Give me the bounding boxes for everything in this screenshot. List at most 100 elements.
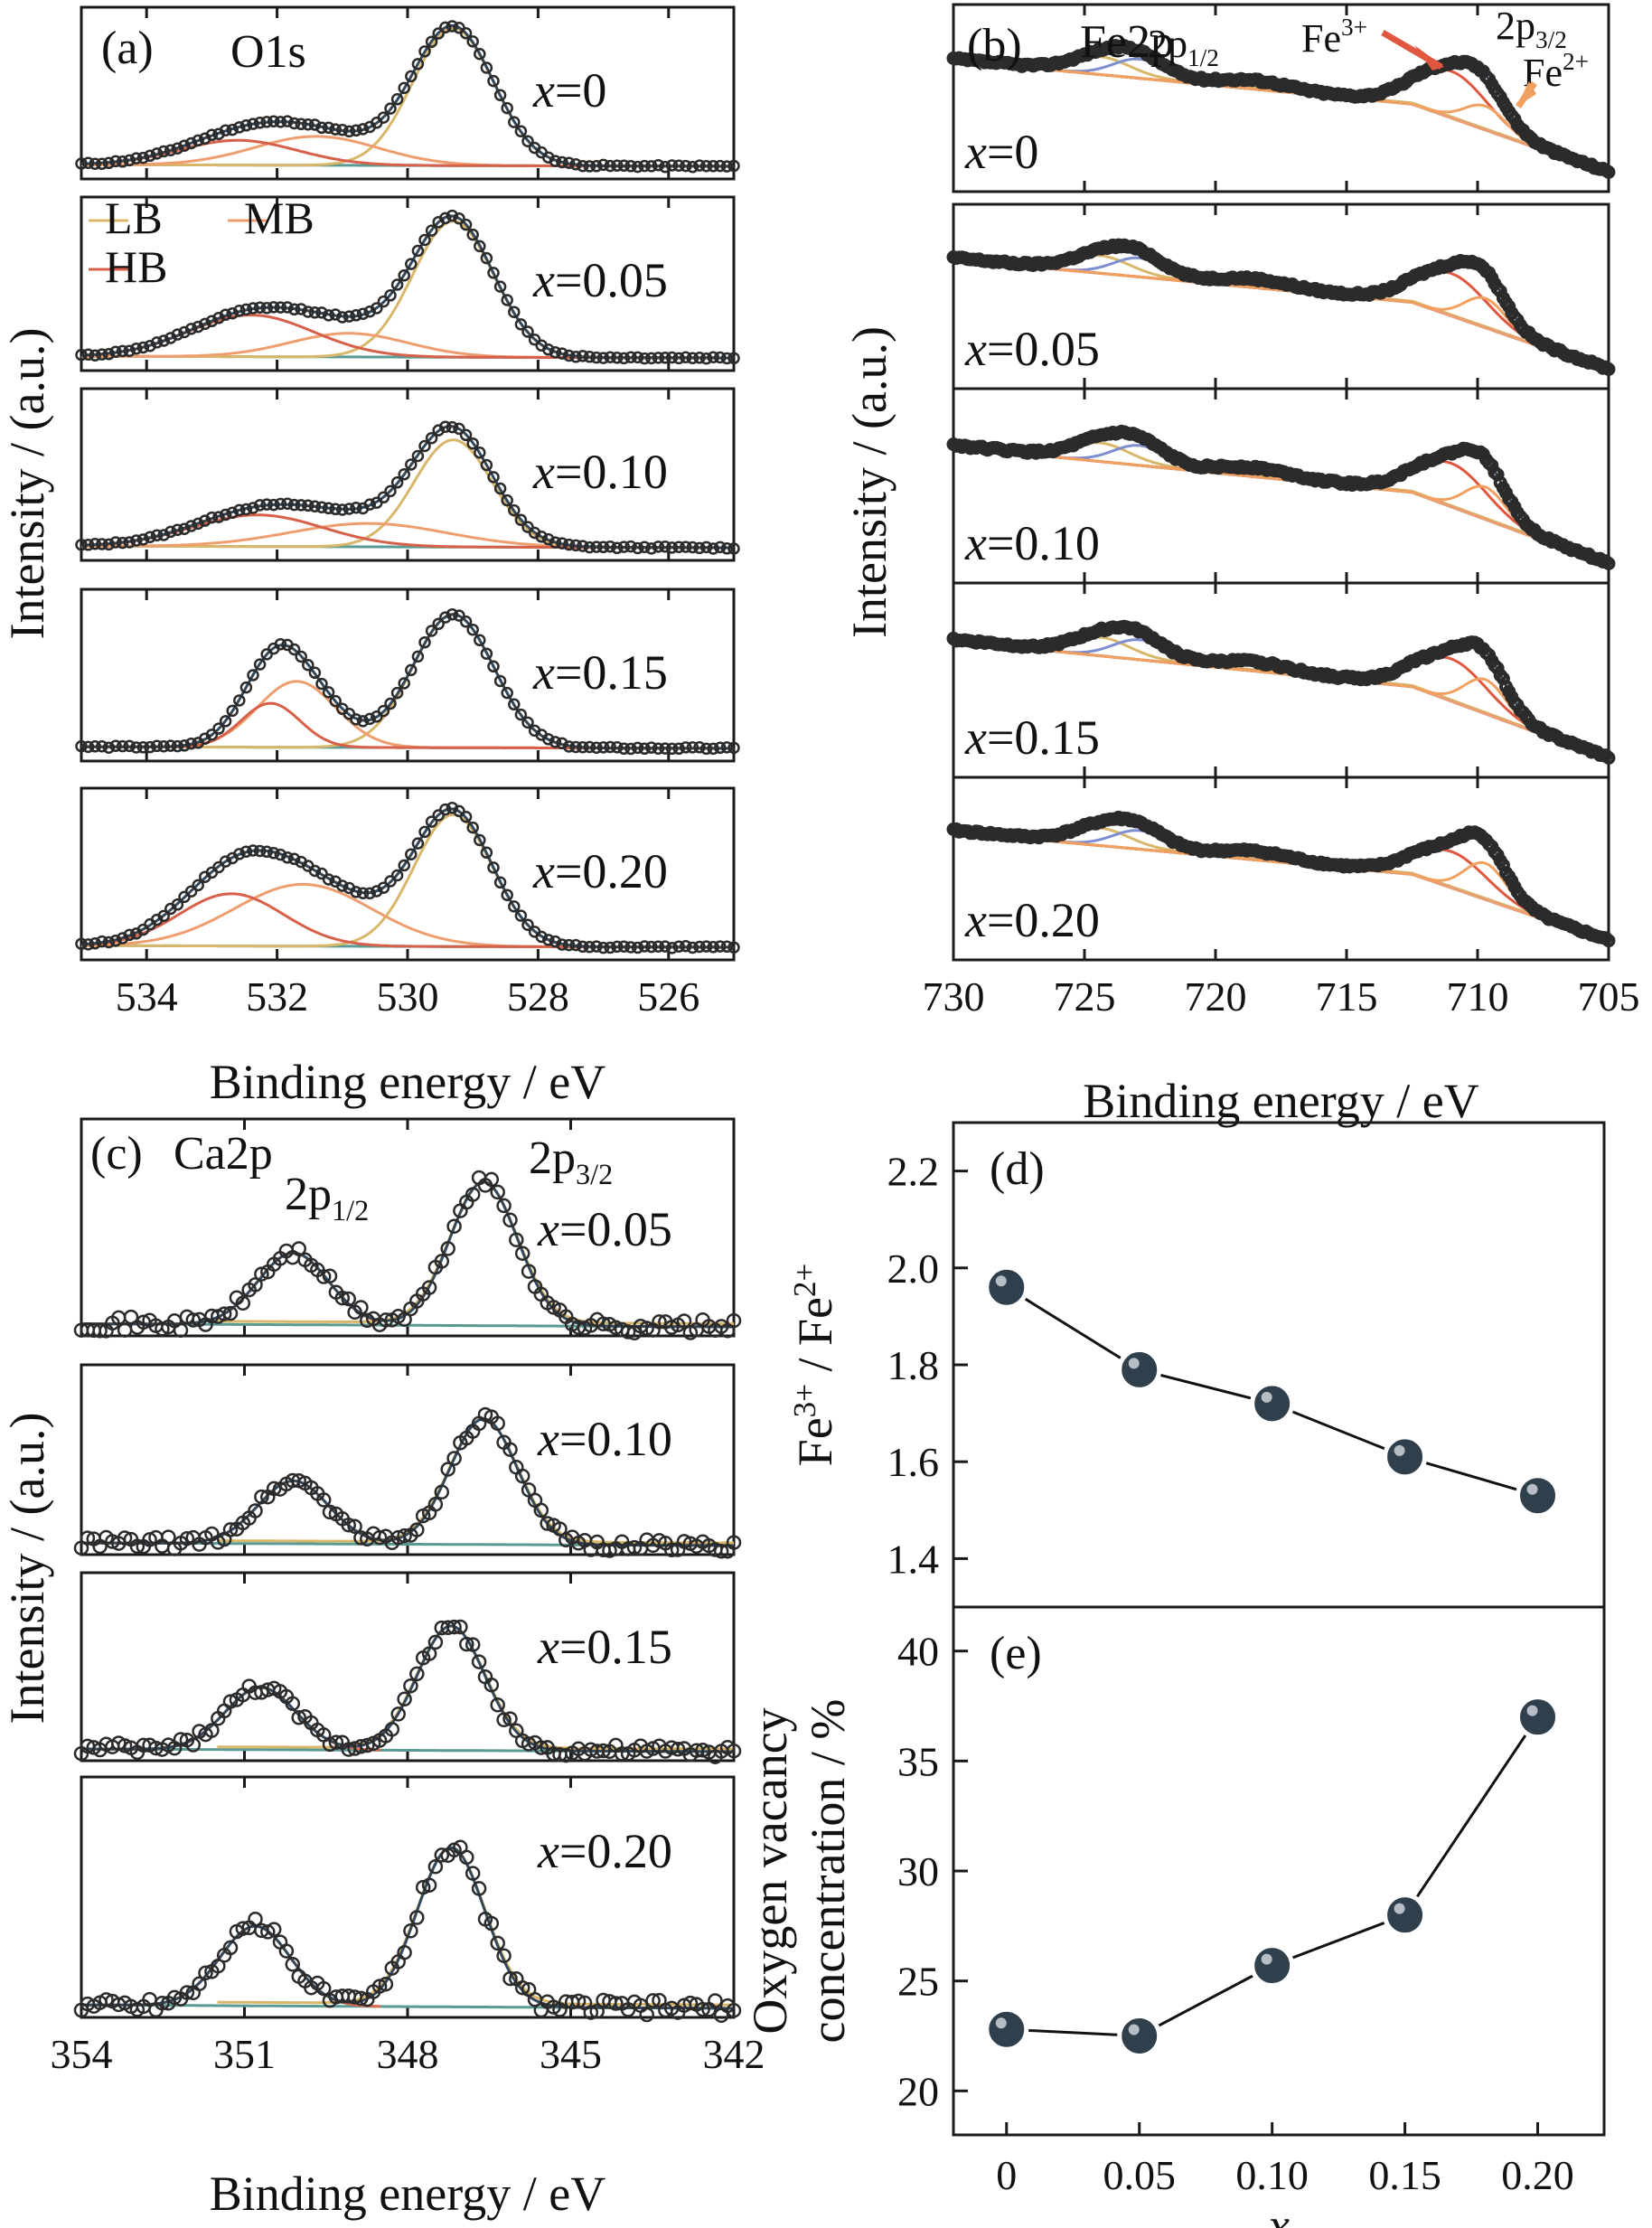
data-point: [353, 1300, 369, 1315]
data-point: [542, 934, 555, 946]
data-point: [308, 306, 322, 319]
data-point: [75, 157, 88, 170]
data-point: [427, 1634, 444, 1650]
data-point: [266, 1922, 282, 1937]
data-point: [150, 147, 164, 160]
data-point: [109, 536, 122, 549]
data-point: [123, 536, 136, 549]
composition-label: x=0.15: [964, 710, 1100, 765]
data-point: [222, 1940, 239, 1956]
composition-variable: x: [532, 645, 555, 700]
data-point: [590, 940, 603, 953]
data-point: [363, 498, 376, 511]
data-point: [617, 940, 631, 953]
data-point: [226, 306, 239, 320]
data-markers: [73, 1839, 742, 2024]
data-point: [626, 1539, 643, 1556]
data-point: [287, 852, 301, 866]
data-point: [638, 940, 651, 953]
data-point: [471, 1654, 487, 1669]
data-point: [360, 1737, 375, 1753]
data-point: [556, 347, 568, 360]
data-point: [123, 154, 136, 167]
composition-value: =0.20: [555, 844, 668, 898]
data-point: [192, 517, 204, 531]
label-subscript: 1/2: [1187, 44, 1219, 71]
data-point: [233, 305, 246, 317]
data-point: [75, 739, 88, 753]
data-point: [150, 529, 164, 541]
data-point: [434, 1254, 450, 1269]
data-point: [699, 541, 713, 554]
data-point: [631, 160, 644, 174]
data-point: [384, 484, 397, 498]
data-point: [136, 741, 150, 754]
data-point: [466, 437, 479, 450]
y-axis-title-line-2: concentration / %: [801, 1699, 855, 2044]
annotation-2p32: 2p3/2: [529, 1133, 613, 1190]
data-markers: [984, 1264, 1561, 1518]
data-point: [315, 677, 328, 691]
data-point: [287, 498, 301, 512]
data-point: [493, 674, 507, 688]
data-point: [645, 1993, 661, 2008]
data-point: [397, 1528, 412, 1544]
legend-entry-LB: LB: [105, 193, 163, 243]
data-point: [235, 1295, 251, 1311]
data-point: [117, 1322, 133, 1338]
data-point: [322, 1268, 338, 1283]
data-point: [434, 1847, 450, 1863]
data-point: [508, 698, 521, 711]
data-point: [171, 142, 184, 155]
panel-b: x=0(b) Fe2p2p1/22p3/2Fe3+Fe2+x=0.05x=0.10…: [842, 3, 1640, 1128]
data-point: [434, 1484, 450, 1500]
data-point: [569, 938, 582, 952]
data-point: [569, 158, 582, 171]
data-point: [502, 1711, 518, 1726]
y-tick-label: 35: [897, 1738, 939, 1784]
label-superscript: 2+: [1563, 48, 1589, 75]
data-point: [421, 1280, 437, 1295]
subplot-a-5: x=0.20: [75, 786, 740, 962]
data-point: [334, 1290, 351, 1306]
composition-variable: x: [964, 710, 987, 765]
data-point: [596, 158, 610, 172]
data-point: [590, 741, 603, 754]
composition-label: x=0.15: [532, 645, 668, 700]
data-markers: [73, 1170, 742, 1341]
data-point: [652, 352, 665, 364]
data-point: [285, 1696, 301, 1712]
composition-label: x=0.05: [964, 322, 1100, 376]
data-point: [268, 847, 280, 860]
data-point: [514, 125, 528, 137]
data-point: [549, 155, 562, 167]
data-point: [398, 859, 410, 872]
data-point: [192, 320, 204, 334]
data-point: [631, 941, 644, 954]
data-point: [490, 1935, 505, 1951]
data-point: [239, 503, 253, 516]
data-point: [150, 739, 164, 753]
data-point: [315, 501, 328, 513]
data-point: [222, 1694, 239, 1709]
label-subscript: 3/2: [1535, 26, 1567, 53]
data-point: [405, 70, 418, 83]
data-point: [164, 144, 177, 156]
x-tick-label: 345: [540, 2031, 602, 2077]
data-point: [521, 135, 534, 147]
data-point: [390, 686, 404, 700]
data-point: [589, 2004, 605, 2019]
data-point: [356, 307, 370, 320]
data-point: [1516, 1473, 1561, 1518]
data-point-highlight: [1261, 1391, 1272, 1403]
data-point: [611, 352, 624, 364]
data-point: [535, 930, 548, 944]
data-point: [596, 352, 610, 364]
data-point: [199, 514, 211, 527]
data-point: [672, 352, 685, 365]
data-point: [680, 159, 692, 173]
subplot-frame: [952, 776, 1610, 962]
data-point: [686, 941, 699, 954]
data-point: [984, 1264, 1029, 1310]
